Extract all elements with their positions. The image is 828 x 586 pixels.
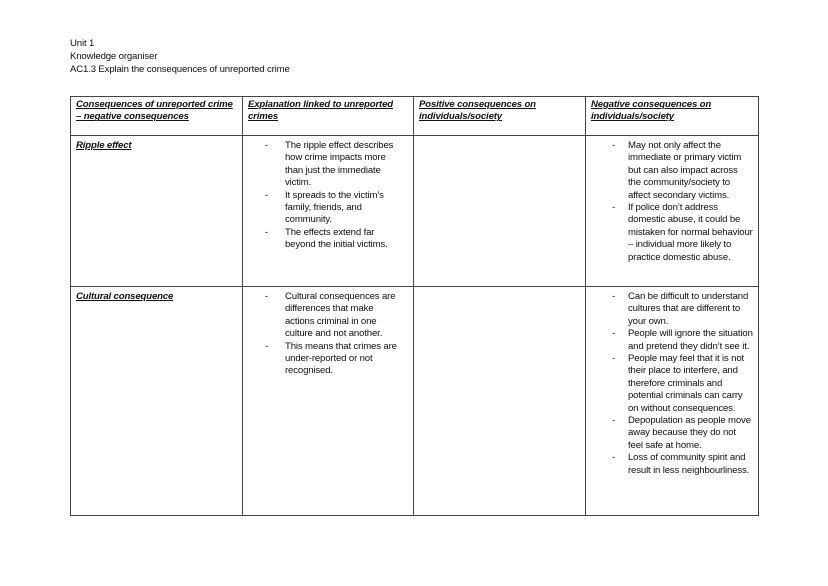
consequence-cell: Cultural consequence [70,286,243,516]
consequence-title: Ripple effect [76,140,132,151]
list-item: - The ripple effect describes how crime i… [265,140,404,190]
column-header: Explanation linked to unreported crimes [242,96,414,136]
negative-cell: - Can be difficult to understand cultures… [585,286,759,516]
column-header: Positive consequences on individuals/soc… [413,96,586,136]
list-item-text: Loss of community spirit and result in l… [628,452,750,476]
list-item-text: People may feel that it is not their pla… [628,353,745,414]
list-item: - The effects extend far beyond the initi… [265,226,404,252]
list-item: - Loss of community spirit and result in … [612,452,753,477]
table-header-row: Consequences of unreported crime – negat… [70,96,759,136]
negative-list: - Can be difficult to understand cultures… [591,291,753,477]
bullet-dash: - [612,291,616,302]
bullet-dash: - [265,140,269,151]
explanation-list: - Cultural consequences are differences t… [248,291,408,378]
list-item-text: It spreads to the victim’s family, frien… [285,189,384,226]
negative-list: - May not only affect the immediate or pr… [591,140,753,264]
document-subtitle: Knowledge organiser [70,51,158,62]
bullet-dash: - [612,328,616,340]
document-header: Unit 1 Knowledge organiser AC1.3 Explain… [70,37,290,76]
bullet-dash: - [265,189,269,201]
table-row: Cultural consequence - Cultural consequenc… [70,286,759,516]
list-item-text: People will ignore the situation and pre… [628,328,753,352]
negative-cell: - May not only affect the immediate or pr… [585,135,759,287]
bullet-dash: - [612,202,616,214]
explanation-list: - The ripple effect describes how crime i… [248,140,408,252]
bullet-dash: - [612,140,616,151]
list-item: - People will ignore the situation and pr… [612,328,753,353]
list-item-text: The ripple effect describes how crime im… [285,140,394,189]
list-item: - It spreads to the victim’s family, frie… [265,189,404,227]
unit-label: Unit 1 [70,38,95,49]
list-item-text: Can be difficult to understand cultures … [628,291,749,327]
list-item-text: The effects extend far beyond the initia… [285,226,388,251]
consequence-cell: Ripple effect [70,135,243,287]
knowledge-organiser-table: Consequences of unreported crime – negat… [70,96,759,516]
list-item: - Can be difficult to understand cultures… [612,291,753,328]
bullet-dash: - [265,226,269,238]
bullet-dash: - [265,291,269,302]
bullet-dash: - [265,340,269,352]
list-item: - Cultural consequences are differences t… [265,291,404,341]
consequence-title: Cultural consequence [76,291,174,302]
list-item-text: This means that crimes are under-reporte… [285,340,397,377]
positive-cell [413,286,586,516]
list-item-text: May not only affect the immediate or pri… [628,140,742,201]
learning-objective: AC1.3 Explain the consequences of unrepo… [70,64,290,75]
positive-cell [413,135,586,287]
bullet-dash: - [612,452,616,464]
list-item-text: Depopulation as people move away because… [628,415,751,451]
column-header: Negative consequences on individuals/soc… [585,96,759,136]
list-item: - Depopulation as people move away becaus… [612,415,753,452]
list-item-text: If police don’t address domestic abuse, … [628,202,753,263]
explanation-cell: - The ripple effect describes how crime i… [242,135,414,287]
explanation-cell: - Cultural consequences are differences t… [242,286,414,516]
list-item: - People may feel that it is not their pl… [612,353,753,415]
list-item-text: Cultural consequences are differences th… [285,291,396,340]
table-row: Ripple effect - The ripple effect describe… [70,135,759,287]
list-item: - May not only affect the immediate or pr… [612,140,753,202]
bullet-dash: - [612,353,616,365]
list-item: - This means that crimes are under-report… [265,340,404,378]
column-header: Consequences of unreported crime – negat… [70,96,243,136]
bullet-dash: - [612,415,616,427]
list-item: - If police don’t address domestic abuse,… [612,202,753,264]
